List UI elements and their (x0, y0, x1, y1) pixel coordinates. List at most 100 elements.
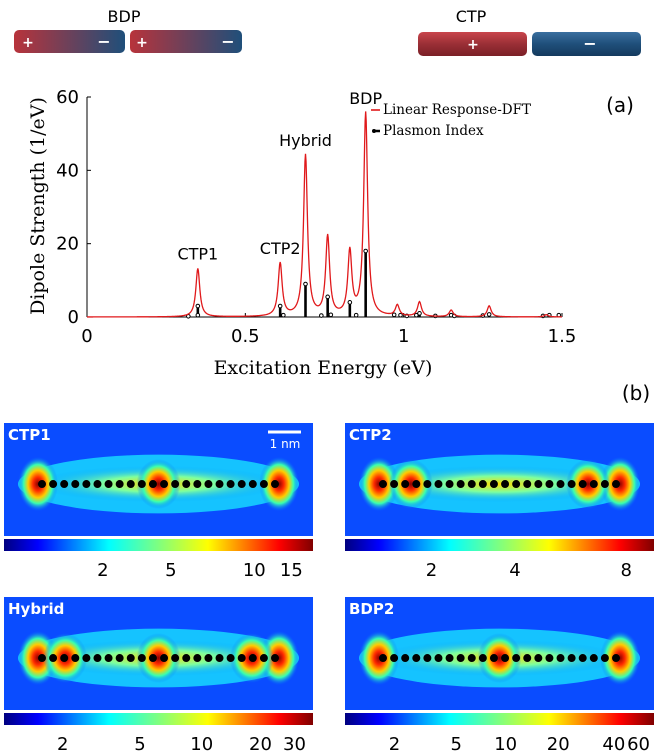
field-map-label: CTP1 (8, 426, 51, 444)
atom (115, 480, 124, 489)
atom (248, 654, 257, 663)
atom (534, 480, 543, 489)
atom (556, 654, 565, 663)
atom (600, 480, 609, 489)
atom (589, 654, 598, 663)
atom (271, 654, 279, 663)
plasmon-marker (195, 312, 201, 318)
atom (412, 480, 421, 489)
colorbar (345, 539, 654, 551)
field-map-label: BDP2 (349, 600, 394, 618)
atom (612, 480, 620, 489)
colorbar (4, 539, 313, 551)
field-hotspot (136, 633, 181, 683)
peak-label: BDP (349, 89, 382, 108)
atom (226, 480, 235, 489)
colorbar-tick-label: 30 (283, 734, 306, 755)
colorbar-tick-label: 40 (602, 734, 625, 755)
scale-bar-label: 1 nm (270, 437, 301, 451)
atom (567, 480, 576, 489)
atom (193, 654, 202, 663)
minus-sign: − (97, 32, 110, 51)
atom (545, 654, 554, 663)
field-hotspot (566, 459, 611, 509)
plasmon-marker (277, 303, 283, 309)
panel-label-b: (b) (622, 381, 650, 405)
atom (467, 480, 476, 489)
atom (104, 480, 113, 489)
plasmon-index-series (186, 248, 562, 319)
atom (226, 654, 235, 663)
atom (215, 654, 224, 663)
atom (523, 654, 532, 663)
atom (259, 480, 268, 489)
atom (412, 654, 421, 663)
atom (38, 480, 46, 489)
colorbar-tick-label: 10 (494, 734, 517, 755)
atom (578, 480, 587, 489)
lr-dft-series-line (87, 111, 562, 318)
peak-annotations: CTP1 CTP2 Hybrid BDP (177, 89, 382, 264)
atom (126, 480, 135, 489)
y-tick-label: 20 (56, 234, 79, 255)
atom (126, 654, 135, 663)
atom (148, 654, 157, 663)
field-core (375, 465, 624, 503)
minus-sign: − (221, 32, 234, 51)
plasmon-marker (398, 312, 403, 318)
x-tick-label: 1.5 (548, 326, 577, 347)
spectrum-chart: 0 0.5 1 1.5 0 20 40 60 CTP1 CTP2 Hybrid BDP Linear… (27, 87, 576, 379)
plasmon-marker (391, 312, 397, 318)
atom (489, 480, 498, 489)
schematic: BDP CTP + − + − + − (14, 7, 641, 56)
atom (93, 654, 102, 663)
plasmon-marker (195, 303, 201, 309)
colorbar-tick-label: 2 (426, 560, 437, 581)
atom (512, 480, 521, 489)
atom (434, 480, 443, 489)
atom (93, 480, 102, 489)
y-tick-label: 0 (68, 307, 79, 328)
atom (445, 654, 454, 663)
field-hotspot (477, 633, 522, 683)
atom (478, 654, 487, 663)
plus-sign: + (467, 37, 479, 53)
plus-sign: + (136, 35, 148, 51)
colorbar-tick-label: 15 (280, 560, 303, 581)
legend-entry-lr-dft: Linear Response-DFT (383, 102, 531, 118)
colorbar-tick-label: 5 (134, 734, 145, 755)
atom (501, 480, 510, 489)
atom (171, 654, 180, 663)
peak-label: CTP2 (260, 239, 301, 258)
colorbar-tick-label: 5 (165, 560, 176, 581)
x-tick-label: 0 (81, 326, 92, 347)
atom (423, 654, 432, 663)
atom (423, 480, 432, 489)
field-map-ctp1: CTP1 1 nm 2 5 10 15 (4, 423, 313, 581)
atom (259, 654, 268, 663)
atom (71, 480, 80, 489)
plasmon-marker (303, 281, 308, 287)
atom (193, 480, 202, 489)
plasmon-marker (347, 300, 353, 305)
field-map-bdp2: BDP2 2 5 10 20 40 60 (345, 597, 654, 755)
atom (379, 654, 387, 663)
atom (589, 480, 598, 489)
colorbar (4, 713, 313, 725)
atom (379, 480, 387, 489)
colorbar-tick-label: 5 (451, 734, 462, 755)
atom (478, 480, 487, 489)
y-axis-label: Dipole Strength (1/eV) (27, 97, 49, 315)
atom (612, 654, 620, 663)
atom (545, 480, 554, 489)
field-map-hybrid: Hybrid 2 5 10 20 30 (4, 597, 313, 755)
chart-legend: Linear Response-DFT Plasmon Index (371, 102, 531, 139)
colorbar-tick-label: 8 (620, 560, 631, 581)
atom (523, 480, 532, 489)
plus-sign: + (22, 35, 34, 51)
atom (489, 654, 498, 663)
colorbar-tick-label: 10 (190, 734, 213, 755)
field-map-ctp2: CTP2 2 4 8 (345, 423, 654, 581)
ctp-rod-left: + (418, 32, 527, 56)
colorbar-tick-label: 2 (57, 734, 68, 755)
